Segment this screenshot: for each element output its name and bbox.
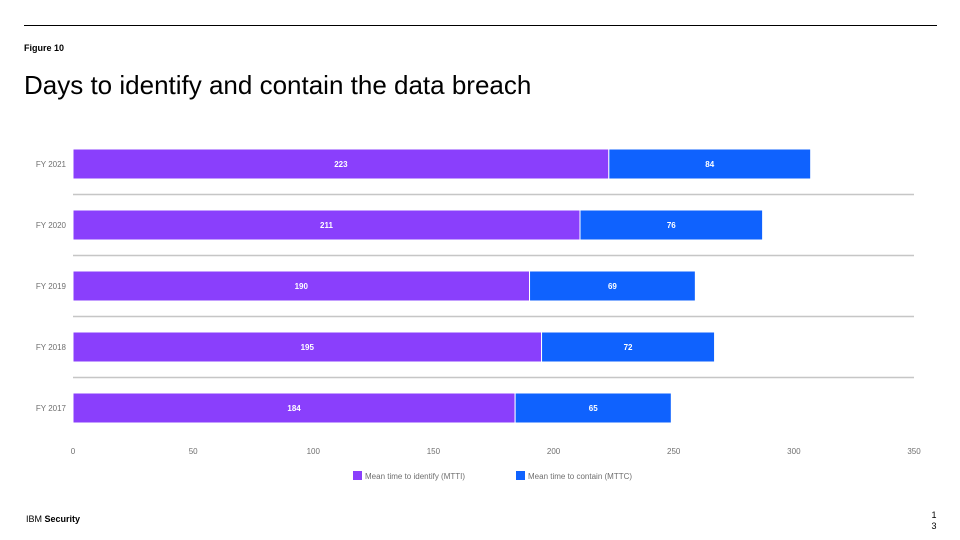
legend-label: Mean time to contain (MTTC) xyxy=(528,472,632,481)
bar-segment xyxy=(72,270,531,302)
x-tick-label: 250 xyxy=(667,447,681,456)
bar-segment xyxy=(608,148,812,180)
data-label: 65 xyxy=(589,404,598,413)
x-tick-label: 100 xyxy=(307,447,321,456)
x-tick-label: 0 xyxy=(71,447,76,456)
legend-swatch xyxy=(353,471,362,480)
figure-label: Figure 10 xyxy=(24,43,65,53)
page-number: 13 xyxy=(931,510,937,531)
data-label: 76 xyxy=(667,221,676,230)
bar-segment xyxy=(541,331,716,363)
legend-swatch xyxy=(516,471,525,480)
data-label: 72 xyxy=(624,343,633,352)
brand-product: Security xyxy=(44,514,81,524)
legend-label: Mean time to identify (MTTI) xyxy=(365,472,465,481)
data-label: 190 xyxy=(295,282,309,291)
data-label: 195 xyxy=(301,343,315,352)
data-label: 223 xyxy=(334,160,348,169)
category-label: FY 2021 xyxy=(36,160,67,169)
x-tick-label: 300 xyxy=(787,447,801,456)
chart-title: Days to identify and contain the data br… xyxy=(24,70,532,100)
x-tick-label: 350 xyxy=(907,447,921,456)
data-label: 84 xyxy=(705,160,714,169)
x-tick-label: 200 xyxy=(547,447,561,456)
data-label: 211 xyxy=(320,221,333,230)
brand-name: IBM xyxy=(26,514,43,524)
bar-segment xyxy=(529,270,696,302)
bar-segment xyxy=(72,331,543,363)
footer-brand: IBM Security xyxy=(26,514,80,524)
top-rule xyxy=(24,25,937,26)
category-label: FY 2017 xyxy=(36,404,67,413)
data-label: 184 xyxy=(287,404,301,413)
category-label: FY 2018 xyxy=(36,343,67,352)
bar-segment xyxy=(579,209,764,241)
bar-segment xyxy=(72,209,581,241)
category-label: FY 2020 xyxy=(36,221,67,230)
bar-segment xyxy=(514,392,672,424)
category-label: FY 2019 xyxy=(36,282,67,291)
data-label: 69 xyxy=(608,282,617,291)
x-tick-label: 50 xyxy=(189,447,198,456)
x-tick-label: 150 xyxy=(427,447,441,456)
